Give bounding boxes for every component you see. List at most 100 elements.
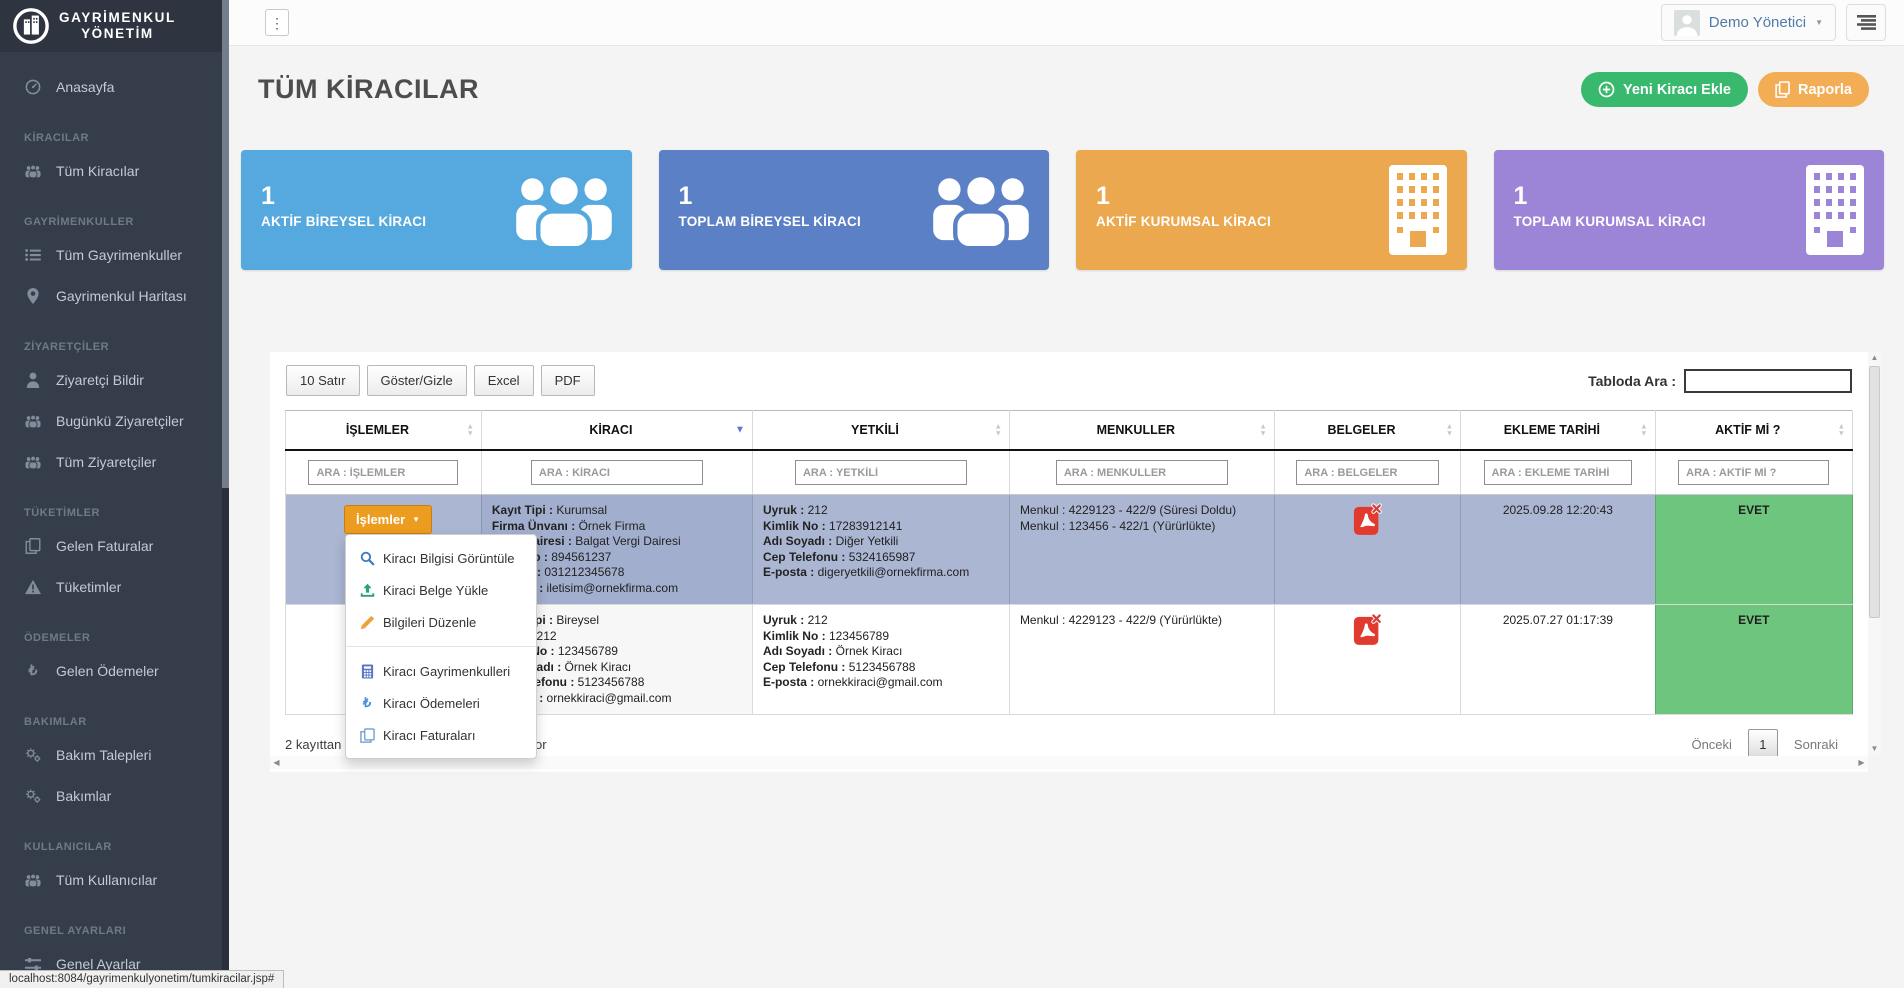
menu-item-kirac-demeleri[interactable]: ₺ Kiracı Ödemeleri	[346, 687, 536, 719]
column-filter-input-menkuller[interactable]	[1055, 460, 1228, 485]
users-icon	[24, 412, 42, 429]
stat-label: TOPLAM KURUMSAL KİRACI	[1513, 214, 1706, 229]
chevron-down-icon: ▼	[412, 515, 421, 524]
column-header-ki-raci[interactable]: KİRACI ▼	[481, 410, 753, 451]
table-button-g-ster-gizle[interactable]: Göster/Gizle	[366, 365, 467, 396]
contact-field: Uyruk : 212	[762, 503, 828, 517]
invoice-icon	[24, 537, 42, 554]
pagination-previous[interactable]: Önceki	[1691, 736, 1732, 752]
menu-item-label: Kiracı Bilgisi Görüntüle	[383, 550, 515, 566]
column-header-menkuller[interactable]: MENKULLER ▲ ▼	[1009, 410, 1275, 451]
table-button-excel[interactable]: Excel	[473, 365, 534, 396]
plus-circle-icon	[1598, 81, 1615, 98]
cell-menkuller: Menkul : 4229123 - 422/9 (Yürürlükte)	[1009, 604, 1275, 715]
column-header-label: BELGELER	[1327, 423, 1396, 437]
sidebar-item-ziyaret-i-bildir[interactable]: Ziyaretçi Bildir	[0, 359, 229, 400]
report-icon	[1775, 81, 1790, 98]
cell-aktif-status: EVET	[1655, 604, 1854, 715]
lira-icon: ₺	[28, 662, 38, 678]
column-header-yetki-li[interactable]: YETKİLİ ▲ ▼	[752, 410, 1010, 451]
sidebar-item-bug-nk-ziyaret-iler[interactable]: Bugünkü Ziyaretçiler	[0, 400, 229, 441]
sidebar-item-t-m-gayrimenkuller[interactable]: Tüm Gayrimenkuller	[0, 234, 229, 275]
menu-item-kirac-bilgisi-g-r-nt-le[interactable]: Kiracı Bilgisi Görüntüle	[346, 542, 536, 574]
column-filter-input-yetki-li[interactable]	[794, 460, 967, 485]
page-title: TÜM KİRACILAR	[258, 74, 479, 104]
cell-ekleme-tarihi: 2025.09.28 12:20:43	[1460, 494, 1656, 605]
add-tenant-button[interactable]: Yeni Kiracı Ekle	[1580, 72, 1748, 107]
table-search-input[interactable]	[1684, 368, 1852, 393]
sidebar-toggle-button[interactable]: ⋮	[265, 9, 289, 36]
sidebar-item-t-m-kullan-c-lar[interactable]: Tüm Kullanıcılar	[0, 859, 229, 900]
cell-belgeler	[1274, 494, 1462, 605]
scroll-up-arrow-icon[interactable]: ▲	[1870, 353, 1879, 362]
sidebar-item-anasayfa[interactable]: Anasayfa	[0, 66, 229, 107]
sidebar-item-gayrimenkul-haritas[interactable]: Gayrimenkul Haritası	[0, 275, 229, 316]
actions-dropdown-button[interactable]: İşlemler ▼	[344, 505, 433, 534]
sidebar-item-gelen-demeler[interactable]: ₺ Gelen Ödemeler	[0, 650, 229, 691]
column-header-label: KİRACI	[589, 423, 633, 437]
table-button-10-sat-r[interactable]: 10 Satır	[286, 365, 360, 396]
pdf-icon[interactable]	[1353, 503, 1382, 536]
stat-value: 1	[261, 182, 275, 210]
sidebar-scrollbar-thumb[interactable]	[222, 0, 229, 488]
sidebar-item-label: Genel Ayarlar	[56, 955, 141, 972]
menu-lines-icon	[1856, 15, 1876, 30]
pencil-icon	[359, 614, 375, 630]
stat-value: 1	[1096, 182, 1110, 210]
column-filter-input-akti-f-mi[interactable]	[1678, 460, 1830, 485]
stat-card-akti-f-bi-reysel-ki-raci: 1 AKTİF BİREYSEL KİRACI	[241, 150, 632, 270]
column-header-ekleme-tari-hi[interactable]: EKLEME TARİHİ ▲ ▼	[1460, 410, 1656, 451]
sidebar-item-label: Anasayfa	[56, 78, 115, 95]
contact-field: Cep Telefonu : 5123456788	[762, 659, 916, 674]
sidebar-item-t-ketimler[interactable]: Tüketimler	[0, 566, 229, 607]
sort-icon: ▲ ▼	[466, 421, 474, 437]
table-header-row: İŞLEMLER ▲ ▼ KİRACI ▼ YETKİLİ ▲ ▼ MENKULLER ▲ ▼ BEL…	[285, 410, 1854, 451]
column-header-akti-f-mi[interactable]: AKTİF Mİ ? ▲ ▼	[1655, 410, 1854, 451]
column-filter-input-ekleme-tari-hi[interactable]	[1483, 460, 1633, 485]
topbar: ⋮ Demo Yönetici ▼	[229, 0, 1904, 46]
sidebar-item-gelen-faturalar[interactable]: Gelen Faturalar	[0, 525, 229, 566]
table-button-pdf[interactable]: PDF	[540, 365, 595, 396]
sidebar-item-label: Gelen Faturalar	[56, 537, 154, 554]
column-filter-akti-f-mi	[1655, 450, 1854, 495]
menu-item-kirac-gayrimenkulleri[interactable]: Kiracı Gayrimenkulleri	[346, 655, 536, 687]
sidebar-item-t-m-ziyaret-iler[interactable]: Tüm Ziyaretçiler	[0, 441, 229, 482]
menu-item-kiraci-belge-y-kle[interactable]: Kiraci Belge Yükle	[346, 574, 536, 606]
right-panel-toggle-button[interactable]	[1846, 4, 1886, 41]
table-horizontal-scrollbar: ◀ ▶	[270, 756, 1868, 769]
tenants-table-panel: 10 Satır Göster/Gizle Excel PDF Tabloda Ara…	[270, 352, 1868, 772]
sidebar-item-bak-mlar[interactable]: Bakımlar	[0, 775, 229, 816]
property-line: Menkul : 4229123 - 422/9 (Süresi Doldu)	[1019, 503, 1237, 517]
stat-label: TOPLAM BİREYSEL KİRACI	[678, 214, 861, 229]
cell-menkuller: Menkul : 4229123 - 422/9 (Süresi Doldu) M…	[1009, 494, 1275, 605]
pagination-next[interactable]: Sonraki	[1793, 736, 1838, 752]
scroll-left-arrow-icon[interactable]: ◀	[273, 758, 280, 767]
scroll-right-arrow-icon[interactable]: ▶	[1858, 758, 1865, 767]
vertical-scrollbar-thumb[interactable]	[1869, 366, 1880, 618]
sidebar-item-genel-ayarlar[interactable]: Genel Ayarlar	[0, 943, 229, 984]
user-menu-button[interactable]: Demo Yönetici ▼	[1660, 4, 1836, 41]
pdf-icon[interactable]	[1353, 613, 1382, 646]
list-icon	[24, 246, 42, 263]
sidebar-item-bak-m-talepleri[interactable]: Bakım Talepleri	[0, 734, 229, 775]
report-button[interactable]: Raporla	[1758, 72, 1869, 107]
avatar	[1673, 9, 1700, 36]
column-filter-input-belgeler[interactable]	[1296, 460, 1439, 485]
person-icon	[24, 371, 42, 388]
column-header-label: AKTİF Mİ ?	[1715, 423, 1781, 437]
users-icon	[24, 453, 42, 470]
scroll-down-arrow-icon[interactable]: ▼	[1870, 744, 1879, 753]
sidebar-section-zi-yaret-i-ler: ZİYARETÇİLER	[24, 341, 110, 353]
sort-icon: ▲ ▼	[994, 421, 1002, 437]
pagination-page-1[interactable]: 1	[1747, 729, 1778, 759]
table-buttons: 10 Satır Göster/Gizle Excel PDF	[286, 365, 602, 396]
menu-item-bilgileri-d-zenle[interactable]: Bilgileri Düzenle	[346, 606, 536, 638]
column-filter-input-i-lemler[interactable]	[308, 460, 459, 485]
actions-dropdown-menu: Kiracı Bilgisi Görüntüle Kiraci Belge Yük…	[345, 534, 537, 759]
menu-item-kirac-faturalar[interactable]: Kiracı Faturaları	[346, 719, 536, 751]
sidebar-section-kullanicilar: KULLANICILAR	[24, 841, 112, 853]
column-filter-input-ki-raci[interactable]	[530, 460, 703, 485]
sidebar-item-t-m-kirac-lar[interactable]: Tüm Kiracılar	[0, 150, 229, 191]
column-header-belgeler[interactable]: BELGELER ▲ ▼	[1274, 410, 1462, 451]
column-header-i-lemler[interactable]: İŞLEMLER ▲ ▼	[285, 410, 482, 451]
